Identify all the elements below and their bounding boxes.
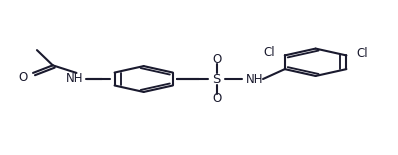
- Text: NH: NH: [246, 73, 263, 86]
- Text: S: S: [213, 73, 221, 86]
- Text: NH: NH: [66, 72, 83, 85]
- Text: Cl: Cl: [356, 47, 368, 60]
- Text: Cl: Cl: [263, 46, 275, 59]
- Text: O: O: [212, 53, 221, 66]
- Text: O: O: [18, 71, 28, 84]
- Text: O: O: [212, 92, 221, 105]
